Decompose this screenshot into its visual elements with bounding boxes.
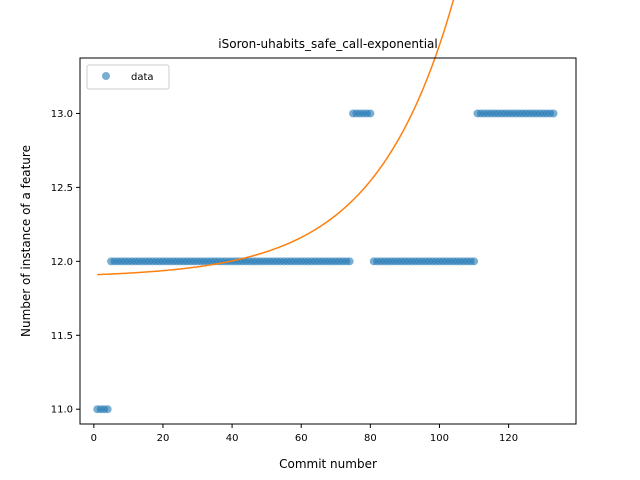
x-axis-label: Commit number <box>279 457 377 471</box>
data-points <box>93 109 558 414</box>
x-tick-label: 80 <box>364 433 377 444</box>
y-tick-label: 11.0 <box>51 405 73 416</box>
x-tick-label: 100 <box>430 433 449 444</box>
x-tick-label: 20 <box>157 433 170 444</box>
y-tick-label: 11.5 <box>51 331 73 342</box>
x-tick-label: 60 <box>295 433 308 444</box>
legend-marker <box>102 72 110 80</box>
y-tick-label: 12.0 <box>51 257 73 268</box>
y-tick-label: 13.0 <box>51 109 73 120</box>
plot-area <box>80 58 576 424</box>
data-point <box>366 109 375 118</box>
y-axis-ticks: 11.0 11.5 12.0 12.5 13.0 <box>51 109 80 416</box>
data-point <box>103 405 112 414</box>
x-tick-label: 40 <box>226 433 239 444</box>
legend-box <box>86 64 170 90</box>
legend-label: data <box>131 72 154 83</box>
data-point <box>470 257 479 266</box>
y-axis-label: Number of instance of a feature <box>19 145 33 337</box>
data-point <box>549 109 558 118</box>
legend: data <box>86 64 170 90</box>
data-point <box>345 257 354 266</box>
plot-frame <box>79 57 577 425</box>
x-tick-label: 120 <box>499 433 518 444</box>
x-axis-ticks: 0 20 40 60 80 100 120 <box>91 424 518 444</box>
y-tick-label: 12.5 <box>51 183 73 194</box>
chart-title: iSoron-uhabits_safe_call-exponential <box>218 37 437 51</box>
x-tick-label: 0 <box>91 433 97 444</box>
fit-line <box>97 0 455 276</box>
